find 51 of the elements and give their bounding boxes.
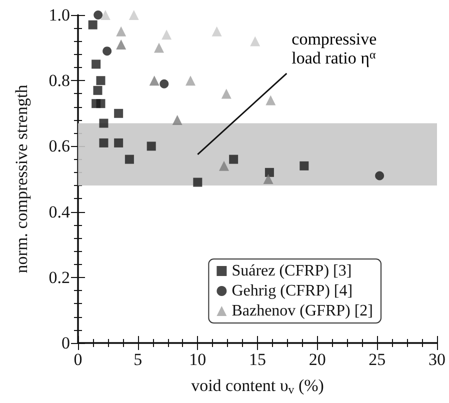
point [116,40,126,50]
y-axis-title: norm. compressive strength [12,84,31,274]
point [102,46,112,56]
point [221,88,232,99]
point [185,76,196,86]
y-tick-label: 0 [62,334,70,352]
point [99,118,108,128]
x-tick-label: 0 [74,350,82,369]
point [193,178,202,187]
x-tick-label: 20 [308,350,326,369]
x-tick-label: 30 [428,350,446,369]
point [128,10,139,20]
x-tick-label: 10 [189,350,206,369]
point [92,60,101,69]
legend-label: Bazhenov (GFRP) [2] [232,302,373,320]
point [154,42,164,53]
y-tick-label: 0.6 [48,136,70,156]
point [160,79,169,88]
point [250,36,260,46]
point [96,99,106,108]
y-tick-label: 0.8 [48,71,70,90]
point [99,138,108,148]
point [114,138,124,148]
point [266,95,276,106]
point [114,108,124,118]
point [263,174,274,184]
point [93,86,102,95]
point [172,114,182,125]
point [300,161,309,170]
point [162,30,172,40]
y-tick-label: 0.2 [48,268,70,287]
point [229,154,238,164]
legend-label: Suárez (CFRP) [3] [232,262,352,280]
point [124,154,134,164]
point [264,168,274,177]
point [149,76,160,86]
x-tick-label: 15 [249,350,266,369]
y-tick-label: 0.4 [48,202,70,222]
point [146,142,156,151]
point [218,160,229,171]
point [100,10,110,20]
legend-label: Gehrig (CFRP) [4] [232,282,353,300]
point [375,171,384,180]
x-tick-label: 25 [368,350,386,369]
x-tick-label: 5 [134,350,142,369]
point [88,20,98,30]
point [94,10,103,20]
point [116,26,126,36]
point [212,26,222,36]
y-tick-label: 1.0 [48,6,70,24]
point [96,76,106,86]
